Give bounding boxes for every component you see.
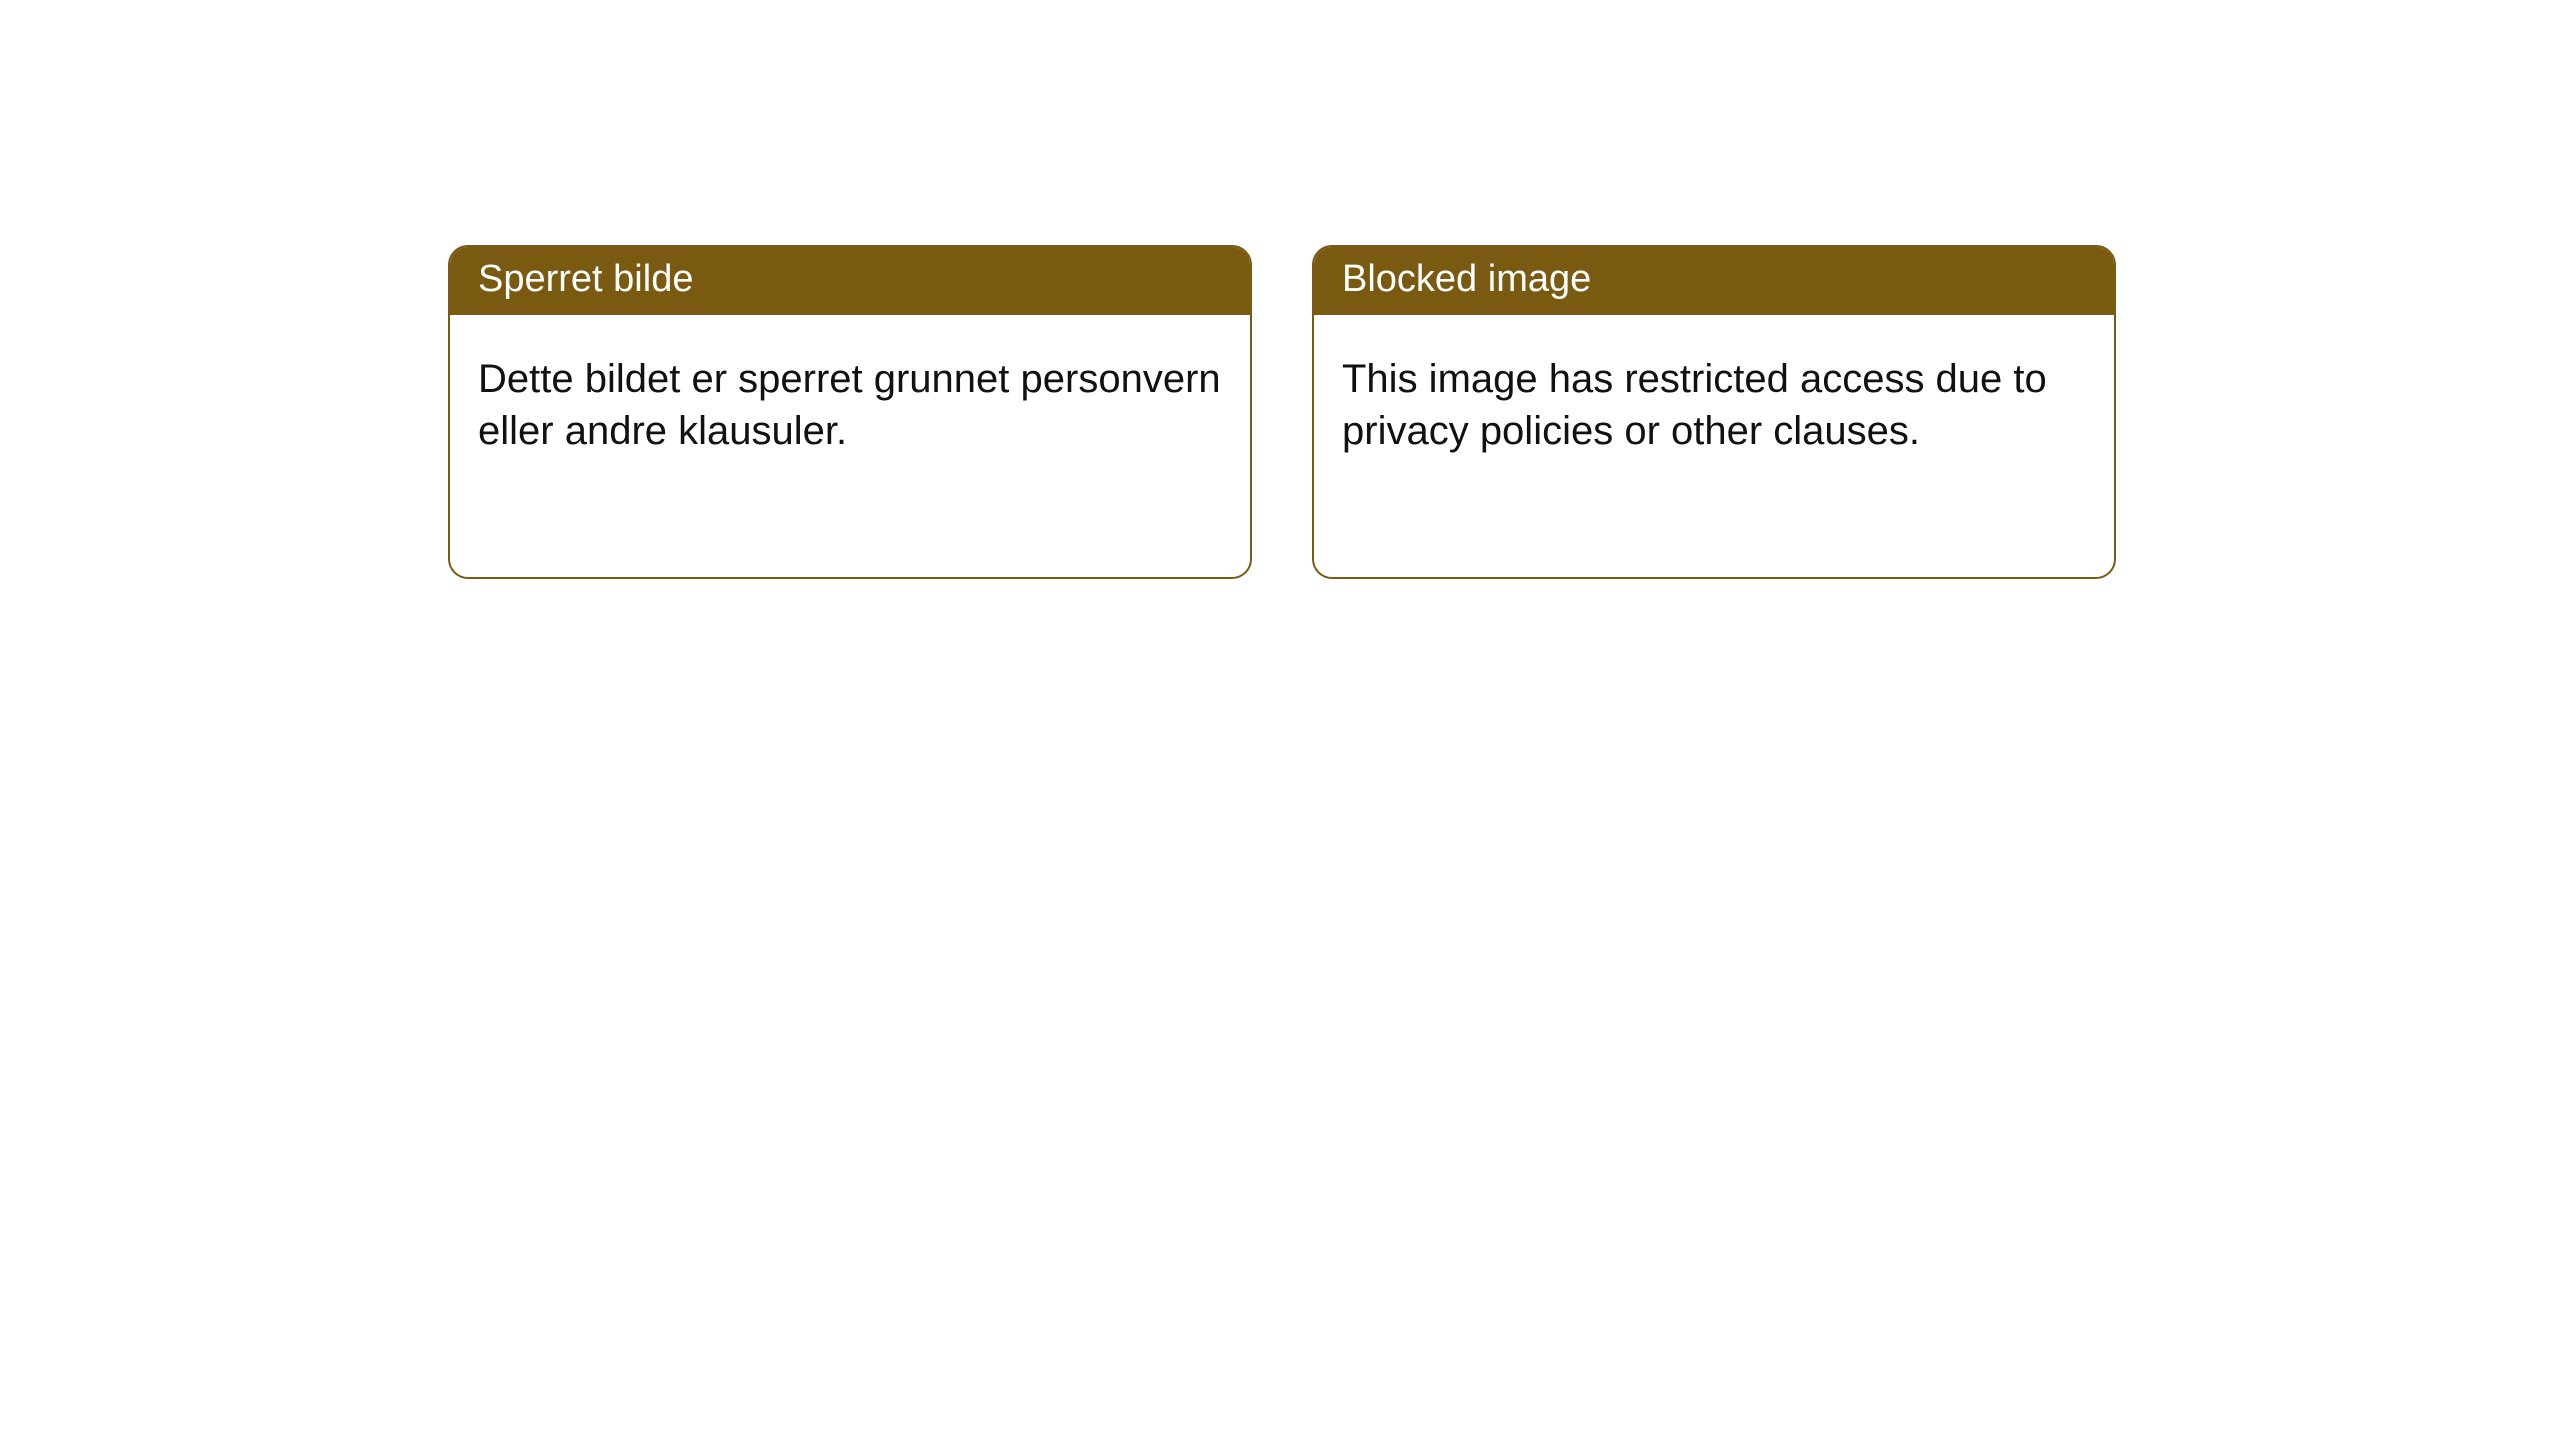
notice-container: Sperret bilde Dette bildet er sperret gr… [0,0,2560,579]
notice-card-english: Blocked image This image has restricted … [1312,245,2116,579]
notice-header-english: Blocked image [1314,247,2114,315]
notice-header-norwegian: Sperret bilde [450,247,1250,315]
notice-body-norwegian: Dette bildet er sperret grunnet personve… [450,315,1250,495]
notice-body-english: This image has restricted access due to … [1314,315,2114,495]
notice-card-norwegian: Sperret bilde Dette bildet er sperret gr… [448,245,1252,579]
